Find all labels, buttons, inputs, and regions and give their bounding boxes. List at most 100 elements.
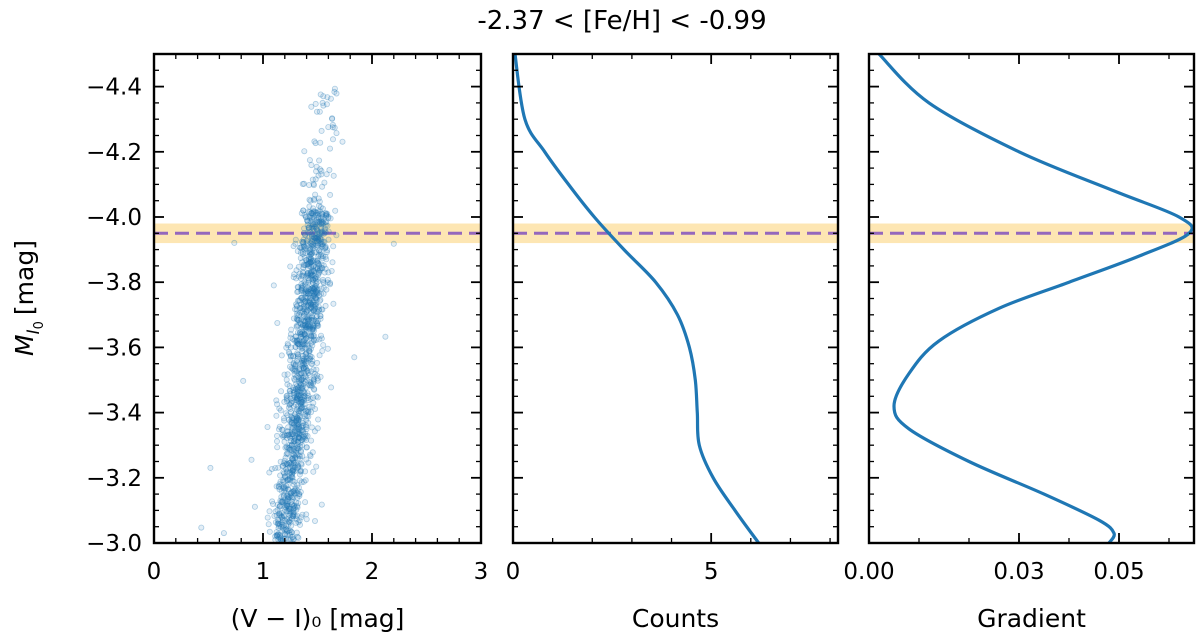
scatter-point <box>298 331 305 338</box>
scatter-point <box>297 244 304 251</box>
scatter-point <box>295 263 302 270</box>
scatter-point <box>298 294 305 301</box>
scatter-point <box>295 417 302 424</box>
scatter-point <box>301 341 308 348</box>
scatter-point <box>296 414 303 421</box>
scatter-point <box>313 366 320 373</box>
scatter-point <box>305 459 312 466</box>
scatter-point <box>304 322 311 329</box>
scatter-point <box>301 294 308 301</box>
scatter-point <box>321 179 328 186</box>
scatter-point <box>317 235 324 242</box>
scatter-point <box>302 273 309 280</box>
scatter-point <box>304 237 311 244</box>
scatter-point <box>301 330 308 337</box>
scatter-point <box>289 512 296 519</box>
scatter-point <box>310 208 317 215</box>
scatter-point <box>294 312 301 319</box>
scatter-point <box>283 432 290 439</box>
scatter-point <box>310 290 317 297</box>
scatter-point <box>299 396 306 403</box>
scatter-point <box>295 484 302 491</box>
scatter-point <box>275 426 282 433</box>
scatter-point <box>322 229 329 236</box>
scatter-point <box>289 455 296 462</box>
panel-cmd: −4.4 −4.2 −4.0 −3.8 −3.6 −3.4 −3.2 −3.00 1 2 3 (V −… <box>86 52 488 633</box>
scatter-point <box>315 269 322 276</box>
scatter-point <box>298 399 305 406</box>
scatter-point <box>325 124 332 131</box>
scatter-point <box>293 447 300 454</box>
scatter-point <box>313 295 320 302</box>
scatter-point <box>311 228 318 235</box>
scatter-point <box>314 286 321 293</box>
scatter-point <box>284 516 291 523</box>
scatter-point <box>310 276 317 283</box>
scatter-point <box>273 432 280 439</box>
scatter-point <box>290 384 297 391</box>
scatter-point <box>300 404 307 411</box>
scatter-point <box>309 314 316 321</box>
scatter-point <box>287 508 294 515</box>
scatter-point <box>283 466 290 473</box>
scatter-point <box>305 392 312 399</box>
scatter-point <box>282 531 289 538</box>
scatter-point <box>304 288 311 295</box>
scatter-point <box>302 384 309 391</box>
scatter-point <box>295 408 302 415</box>
scatter-point <box>296 517 303 524</box>
scatter-point <box>278 493 285 500</box>
scatter-point <box>304 265 311 272</box>
scatter-point <box>303 360 310 367</box>
scatter-point <box>306 249 313 256</box>
scatter-point <box>306 245 313 252</box>
scatter-point <box>285 495 292 502</box>
scatter-point <box>310 245 317 252</box>
scatter-point <box>297 427 304 434</box>
scatter-point <box>279 521 286 528</box>
scatter-point <box>323 211 330 218</box>
scatter-point <box>322 243 329 250</box>
scatter-point <box>296 343 303 350</box>
scatter-point <box>293 337 300 344</box>
scatter-point <box>303 426 310 433</box>
scatter-point <box>301 435 308 442</box>
scatter-point <box>308 215 315 222</box>
scatter-point <box>293 414 300 421</box>
scatter-point <box>282 410 289 417</box>
scatter-point <box>303 350 310 357</box>
scatter-point <box>305 224 312 231</box>
scatter-point <box>323 219 330 226</box>
scatter-point <box>309 233 316 240</box>
scatter-point <box>293 322 300 329</box>
scatter-point <box>302 298 309 305</box>
scatter-point <box>285 450 292 457</box>
scatter-point <box>302 279 309 286</box>
scatter-point <box>311 301 318 308</box>
scatter-point <box>283 468 290 475</box>
scatter-point <box>320 290 327 297</box>
scatter-point <box>286 519 293 526</box>
scatter-point <box>278 537 285 543</box>
scatter-point <box>300 239 307 246</box>
scatter-point <box>293 395 300 402</box>
scatter-point <box>315 416 322 423</box>
scatter-point <box>293 436 300 443</box>
scatter-point <box>298 288 305 295</box>
scatter-point <box>306 249 313 256</box>
scatter-point <box>305 408 312 415</box>
scatter-point <box>321 230 328 237</box>
scatter-point <box>306 213 313 220</box>
scatter-point <box>299 344 306 351</box>
scatter-point <box>311 234 318 241</box>
scatter-point <box>333 232 340 239</box>
scatter-point <box>313 168 320 175</box>
scatter-point <box>300 207 307 214</box>
scatter-point <box>274 444 281 451</box>
scatter-point <box>295 434 302 441</box>
scatter-point <box>317 373 324 380</box>
scatter-point <box>285 476 292 483</box>
scatter-point <box>273 532 280 539</box>
scatter-point <box>292 513 299 520</box>
scatter-point <box>300 180 307 187</box>
